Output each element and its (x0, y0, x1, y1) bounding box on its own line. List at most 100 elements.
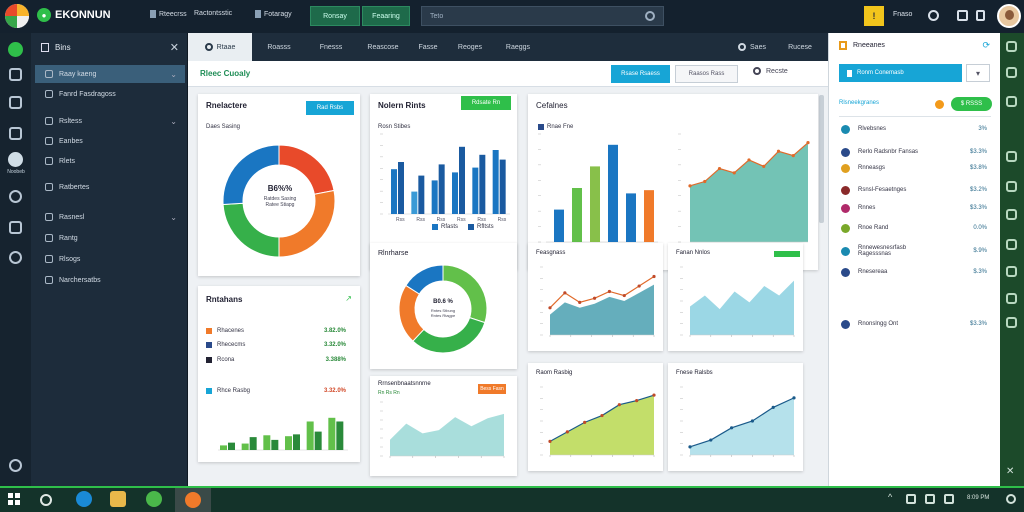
toolbar-search[interactable]: Recste (753, 67, 788, 75)
tab-1[interactable]: Roasss (267, 43, 291, 51)
tab-5[interactable]: Reoges (457, 43, 483, 51)
card-button[interactable]: Rdsate Rn (461, 96, 511, 110)
search-icon[interactable] (645, 11, 655, 21)
account-row[interactable]: Rnnes $3.3% (841, 201, 991, 215)
top-button-1[interactable]: Ronsay (310, 6, 360, 26)
calendar-icon[interactable] (957, 10, 968, 21)
notification-icon[interactable] (1006, 494, 1016, 504)
network-icon[interactable] (906, 494, 916, 504)
account-icon (841, 163, 850, 173)
sidebar-item[interactable]: Raay kaeng ⌄ (35, 65, 185, 83)
account-row[interactable]: Rsnsl-Fesaetnges $3.2% (841, 183, 991, 197)
start-button[interactable] (8, 493, 20, 505)
sidebar-item[interactable]: Rantg (35, 229, 185, 247)
battery-icon[interactable] (944, 494, 954, 504)
total-badge[interactable]: $ RSSS (951, 97, 992, 111)
chrome-icon[interactable] (146, 491, 162, 507)
tab-6[interactable]: Raeggs (505, 43, 531, 51)
user-avatar[interactable] (997, 4, 1021, 28)
calendar-icon[interactable] (1006, 151, 1017, 162)
apps-icon[interactable] (976, 10, 985, 21)
tools-icon[interactable]: ✕ (1006, 466, 1015, 477)
grid-icon[interactable] (1006, 266, 1017, 277)
edit-icon[interactable] (1006, 317, 1017, 328)
primary-button[interactable]: Rsase Rsaess (611, 65, 670, 83)
account-row[interactable]: Rnneasgs $3.8% (841, 161, 991, 175)
building-icon[interactable] (9, 96, 22, 109)
sidebar-item[interactable]: Rasnesl ⌄ (35, 208, 185, 226)
help-icon[interactable] (928, 10, 939, 21)
share-icon[interactable] (1006, 239, 1017, 250)
top-button-2[interactable]: Feaaring (362, 6, 410, 26)
warning-badge[interactable]: ! (864, 6, 884, 26)
report-icon[interactable] (9, 221, 22, 234)
app-logo[interactable] (5, 4, 29, 28)
series-line (549, 276, 655, 309)
secondary-button[interactable]: Raasos Rass (675, 65, 738, 83)
bar (459, 146, 465, 214)
bar (391, 169, 397, 214)
home-icon[interactable] (8, 42, 23, 57)
metric-row[interactable]: Rhacenes 3.82.0% (206, 325, 346, 337)
top-nav-item-1[interactable]: Rteecrss (150, 10, 187, 18)
main-scrollbar[interactable] (819, 95, 824, 223)
metric-row[interactable]: Rhce Rasbg 3.32.0% (206, 385, 346, 397)
account-row[interactable]: Rlvebsnes 3% (841, 122, 991, 136)
refresh-icon[interactable]: ⟳ (982, 40, 990, 50)
chevron-down-icon[interactable]: ⌄ (170, 69, 177, 79)
account-row[interactable]: Rnesereaa $.3% (841, 265, 991, 279)
chevron-down-icon[interactable]: ⌄ (170, 116, 177, 126)
briefcase-icon[interactable] (9, 127, 22, 140)
edge-icon[interactable] (76, 491, 92, 507)
volume-icon[interactable] (925, 494, 935, 504)
account-row[interactable]: Rerlo Radsnbr Fansas $3.3% (841, 145, 991, 159)
chart-icon[interactable] (1006, 67, 1017, 78)
brand[interactable]: ● EKONNUN (37, 8, 111, 22)
message-icon[interactable] (1006, 96, 1017, 107)
user-icon[interactable] (1006, 209, 1017, 220)
tab-4[interactable]: Fasse (418, 43, 438, 51)
chevron-up-icon[interactable]: ^ (888, 492, 893, 502)
top-search-input[interactable]: Teto (421, 6, 664, 26)
expand-icon[interactable]: ↗ (345, 294, 352, 303)
top-nav-item-3[interactable]: Fotaragy (255, 10, 292, 18)
tab-8[interactable]: Rucese (788, 43, 812, 51)
tab-2[interactable]: Fnesss (319, 43, 343, 51)
close-icon[interactable]: ✕ (169, 42, 179, 54)
search-icon[interactable] (40, 494, 52, 506)
top-user-label[interactable]: Fnaso (893, 11, 913, 18)
tab-0[interactable]: Rtaae (188, 33, 252, 61)
account-row[interactable]: Rnnewesnesrfasb Ragesssnas $.9% (841, 240, 991, 262)
power-icon[interactable] (9, 459, 22, 472)
user-icon[interactable] (8, 152, 23, 167)
pin-icon[interactable] (1006, 41, 1017, 52)
bar (293, 434, 300, 450)
sidebar-item[interactable]: Ratbertes (35, 178, 185, 196)
sidebar-item[interactable]: Rsltess ⌄ (35, 112, 185, 130)
sidebar-item[interactable]: Eanbes (35, 132, 185, 150)
account-row[interactable]: Rnonslngg Ont $3.3% (841, 317, 991, 331)
bookmark-icon[interactable] (1006, 181, 1017, 192)
chevron-down-icon[interactable]: ⌄ (170, 212, 177, 222)
metric-row[interactable]: Rhececms 3.32.0% (206, 339, 346, 351)
link-icon[interactable] (9, 190, 22, 203)
cloud-icon[interactable] (1006, 293, 1017, 304)
card-button[interactable]: Bess Fasn (478, 384, 506, 394)
bar (241, 443, 249, 450)
dropdown-icon[interactable]: ▾ (966, 64, 990, 82)
metric-row[interactable]: Rcona 3.388% (206, 354, 346, 366)
card-button[interactable]: Rad Rsbs (306, 101, 354, 115)
active-app[interactable] (175, 488, 211, 512)
tab-3[interactable]: Reascose (367, 43, 399, 51)
folder-icon[interactable] (110, 491, 126, 507)
share-icon[interactable] (9, 68, 22, 81)
account-row[interactable]: Rnoe Rand 0.0% (841, 221, 991, 235)
tab-7[interactable]: Saes (728, 33, 776, 61)
sidebar-item[interactable]: Rlets (35, 152, 185, 170)
account-select[interactable]: Ronm Conemasb (839, 64, 962, 82)
settings-icon[interactable] (9, 251, 22, 264)
sidebar-item[interactable]: Rlsogs (35, 250, 185, 268)
top-nav-item-2[interactable]: Ractontsstic (194, 10, 233, 17)
sidebar-item[interactable]: Fanrd Fasdragoss (35, 85, 185, 103)
sidebar-item[interactable]: Narchersatbs (35, 271, 185, 289)
